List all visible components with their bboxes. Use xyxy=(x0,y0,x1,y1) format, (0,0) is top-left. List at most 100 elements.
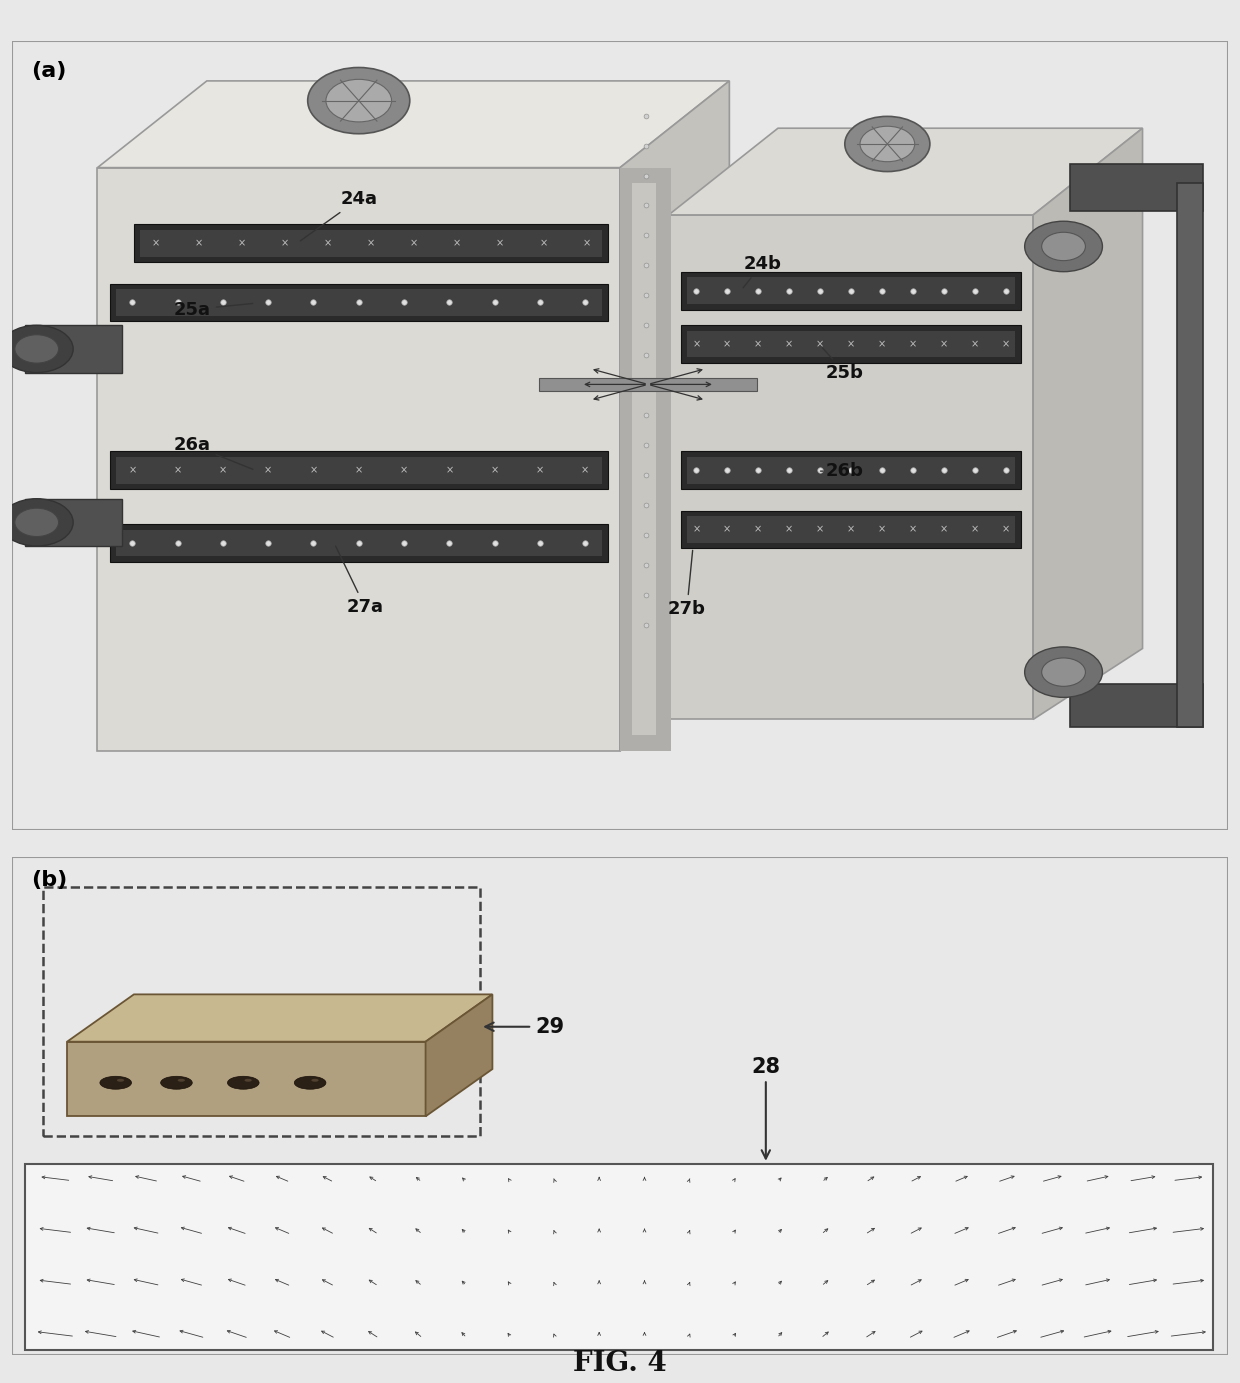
Text: ×: × xyxy=(971,339,978,349)
Text: ×: × xyxy=(410,238,418,249)
Circle shape xyxy=(244,1079,252,1082)
Bar xyxy=(115,289,601,315)
Bar xyxy=(681,325,1021,364)
Bar xyxy=(109,284,608,321)
Bar xyxy=(1070,685,1203,727)
Circle shape xyxy=(0,325,73,372)
Text: ×: × xyxy=(785,524,794,534)
Bar xyxy=(620,167,671,751)
Bar xyxy=(681,510,1021,549)
Text: ×: × xyxy=(174,465,181,476)
Bar xyxy=(115,530,601,556)
Text: 25b: 25b xyxy=(822,349,864,382)
Text: ×: × xyxy=(401,465,408,476)
Bar xyxy=(42,888,480,1137)
Text: ×: × xyxy=(754,524,763,534)
Text: ×: × xyxy=(878,524,885,534)
Text: ×: × xyxy=(582,465,589,476)
Text: 28: 28 xyxy=(751,1057,780,1159)
Circle shape xyxy=(161,1076,192,1090)
Text: ×: × xyxy=(692,524,701,534)
Circle shape xyxy=(227,1076,259,1090)
Text: ×: × xyxy=(847,524,854,534)
Text: ×: × xyxy=(324,238,332,249)
Bar xyxy=(1177,184,1203,727)
Bar xyxy=(681,451,1021,490)
Bar xyxy=(25,499,122,546)
Bar xyxy=(25,1163,1213,1350)
Text: ×: × xyxy=(491,465,498,476)
Bar xyxy=(687,458,1014,484)
Text: ×: × xyxy=(940,524,947,534)
Text: ×: × xyxy=(1002,524,1009,534)
Circle shape xyxy=(311,1079,319,1082)
Polygon shape xyxy=(425,994,492,1116)
Circle shape xyxy=(861,126,915,162)
Text: ×: × xyxy=(878,339,885,349)
Text: ×: × xyxy=(195,238,202,249)
Text: FIG. 4: FIG. 4 xyxy=(573,1350,667,1377)
Text: (a): (a) xyxy=(31,61,66,82)
Text: ×: × xyxy=(847,339,854,349)
Circle shape xyxy=(1042,658,1085,686)
Text: 29: 29 xyxy=(485,1017,564,1037)
Text: ×: × xyxy=(496,238,505,249)
Text: (b): (b) xyxy=(31,870,67,889)
Text: ×: × xyxy=(453,238,461,249)
Text: ×: × xyxy=(816,524,825,534)
Polygon shape xyxy=(98,82,729,167)
Circle shape xyxy=(0,499,73,546)
Polygon shape xyxy=(1033,129,1142,719)
Bar xyxy=(25,325,122,372)
Text: ×: × xyxy=(536,465,544,476)
Text: ×: × xyxy=(754,339,763,349)
Text: ×: × xyxy=(309,465,317,476)
Text: ×: × xyxy=(218,465,227,476)
Circle shape xyxy=(1024,221,1102,271)
Text: ×: × xyxy=(909,339,916,349)
Circle shape xyxy=(1024,647,1102,697)
Bar xyxy=(687,516,1014,542)
Circle shape xyxy=(1042,232,1085,260)
Circle shape xyxy=(15,508,58,537)
Text: 26b: 26b xyxy=(821,462,864,480)
Bar xyxy=(1070,163,1203,212)
Text: 24b: 24b xyxy=(743,254,781,288)
Circle shape xyxy=(177,1079,185,1082)
Bar xyxy=(67,1041,425,1116)
Polygon shape xyxy=(620,82,729,751)
Text: ×: × xyxy=(971,524,978,534)
Text: ×: × xyxy=(723,524,732,534)
Polygon shape xyxy=(67,994,492,1041)
Bar xyxy=(687,331,1014,357)
Circle shape xyxy=(326,79,392,122)
Polygon shape xyxy=(538,378,758,391)
Circle shape xyxy=(117,1079,124,1082)
Circle shape xyxy=(15,335,58,364)
Text: 27b: 27b xyxy=(668,550,706,618)
Bar xyxy=(115,458,601,484)
Text: ×: × xyxy=(238,238,246,249)
Bar xyxy=(632,184,656,736)
Text: ×: × xyxy=(785,339,794,349)
Text: ×: × xyxy=(151,238,160,249)
Bar xyxy=(109,451,608,490)
Polygon shape xyxy=(668,129,1142,214)
Text: ×: × xyxy=(909,524,916,534)
Text: ×: × xyxy=(367,238,374,249)
Text: ×: × xyxy=(816,339,825,349)
Bar xyxy=(134,224,608,263)
Text: 26a: 26a xyxy=(174,436,253,469)
Text: ×: × xyxy=(280,238,289,249)
Bar xyxy=(140,230,601,256)
Text: 25a: 25a xyxy=(174,300,253,318)
Circle shape xyxy=(100,1076,131,1090)
Text: ×: × xyxy=(940,339,947,349)
Text: ×: × xyxy=(355,465,363,476)
Circle shape xyxy=(844,116,930,171)
Text: ×: × xyxy=(539,238,547,249)
Bar xyxy=(109,524,608,561)
Bar xyxy=(687,278,1014,304)
Text: ×: × xyxy=(692,339,701,349)
Polygon shape xyxy=(98,167,620,751)
